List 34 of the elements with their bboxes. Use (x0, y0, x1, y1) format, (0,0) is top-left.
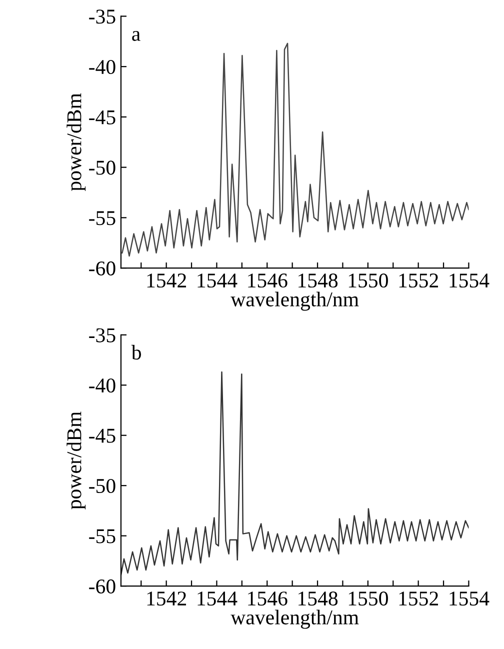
annotation: a (132, 30, 140, 41)
y-tick-label: -55 (89, 211, 116, 226)
x-tick-label: 1554 (450, 274, 490, 288)
y-axis-title: power/dBm (66, 412, 86, 510)
x-tick-label: 1552 (399, 274, 438, 288)
y-tick-label: -40 (89, 378, 116, 393)
x-tick-label: 1550 (348, 274, 388, 288)
line-series (122, 42, 469, 257)
y-axis-title: power/dBm (66, 93, 86, 191)
annotation: b (131, 344, 142, 360)
x-tick-label: 1552 (399, 592, 438, 606)
x-tick-label: 1550 (348, 592, 388, 606)
x-tick-label: 1548 (298, 274, 338, 288)
y-tick-label: -45 (89, 428, 116, 443)
x-tick-label: 1548 (298, 592, 338, 606)
y-tick-label: -60 (89, 261, 116, 276)
y-tick-label: -35 (89, 328, 116, 342)
x-axis-title: wavelength/nm (230, 610, 359, 629)
x-tick-label: 1546 (248, 274, 288, 288)
x-axis-title: wavelength/nm (230, 292, 359, 311)
y-tick-label: -40 (89, 60, 116, 74)
line-series (120, 371, 469, 576)
y-tick-label: -50 (89, 478, 116, 494)
y-tick-label: -55 (89, 529, 116, 544)
y-tick-label: -45 (89, 110, 116, 124)
y-tick-label: -50 (89, 160, 116, 175)
x-tick-label: 1546 (248, 592, 288, 606)
x-tick-label: 1542 (147, 274, 186, 288)
x-tick-label: 1544 (198, 592, 238, 606)
y-tick-label: -35 (89, 10, 116, 24)
x-tick-label: 1544 (198, 274, 238, 288)
x-tick-label: 1542 (147, 592, 186, 606)
y-tick-label: -60 (89, 579, 116, 594)
x-tick-label: 1554 (450, 592, 490, 606)
